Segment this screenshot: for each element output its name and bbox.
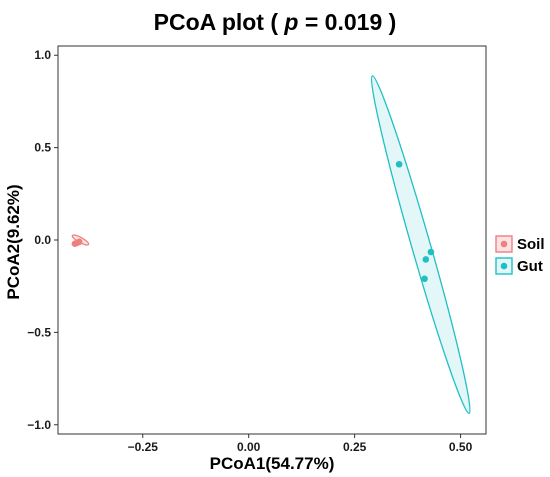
- x-axis-title: PCoA1(54.77%): [210, 454, 335, 473]
- y-tick-label: 0.5: [34, 141, 51, 155]
- x-tick-label: 0.00: [237, 440, 261, 454]
- legend-label-gut: Gut: [517, 258, 543, 275]
- gut-point: [422, 256, 430, 263]
- y-tick-label: −1.0: [27, 418, 51, 432]
- x-tick-label: 0.50: [449, 440, 473, 454]
- legend-label-soil: Soil: [517, 236, 545, 253]
- gut-point: [395, 160, 403, 168]
- gut-confidence-ellipse: [370, 75, 471, 415]
- legend-marker-soil: [500, 240, 508, 248]
- y-tick-label: 1.0: [34, 48, 51, 62]
- legend: Soil Gut: [495, 235, 545, 275]
- soil-point: [75, 238, 83, 246]
- x-tick-label: 0.25: [343, 440, 367, 454]
- chart-title-prefix: PCoA plot (: [154, 9, 285, 35]
- y-axis-title: PCoA2(9.62%): [4, 184, 23, 299]
- plot-layer: [71, 75, 471, 415]
- gut-point: [427, 248, 435, 256]
- chart-title-stat-symbol: p: [283, 9, 298, 35]
- y-tick-label: 0.0: [34, 233, 51, 247]
- chart-title-suffix: ): [382, 9, 396, 35]
- chart-title-stat-value: = 0.019: [298, 9, 382, 35]
- axis-layer: −0.25 0.00 0.25 0.50 −1.0 −0.5 0.0 0.5 1.0: [27, 48, 472, 454]
- legend-marker-gut: [500, 262, 508, 270]
- y-tick-label: −0.5: [27, 325, 51, 339]
- chart-title: PCoA plot ( p = 0.019 ): [154, 9, 397, 35]
- gut-point: [421, 275, 428, 283]
- x-tick-label: −0.25: [128, 440, 159, 454]
